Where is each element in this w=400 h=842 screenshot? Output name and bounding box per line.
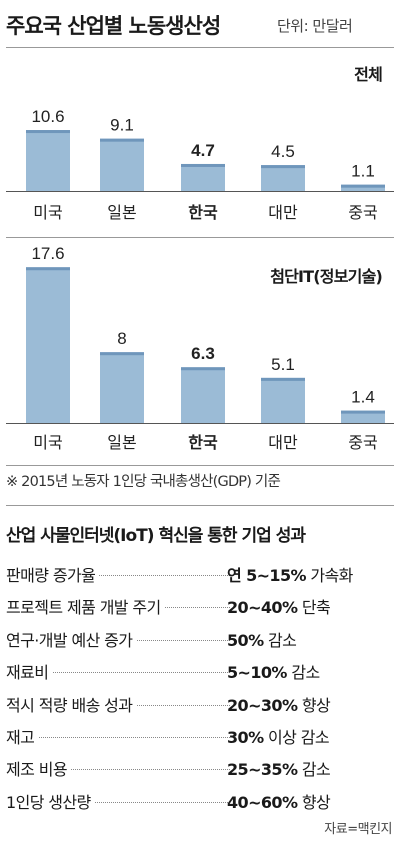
iot-row-label: 적시 적량 배송 성과 xyxy=(6,691,137,716)
value-label: 6.3 xyxy=(191,344,215,363)
bar-cap xyxy=(100,352,144,356)
category-label: 중국 xyxy=(348,433,377,452)
value-label: 1.1 xyxy=(351,162,375,181)
iot-row-value: 30% 이상 감소 xyxy=(227,728,330,747)
iot-row-value: 20~40% 단축 xyxy=(227,598,331,618)
dotted-leader xyxy=(6,737,230,738)
iot-row: 재고 30% 이상 감소 xyxy=(6,722,390,752)
iot-row-label: 재고 xyxy=(6,724,39,748)
bar-cap xyxy=(181,367,225,371)
iot-row: 판매량 증가율 연 5~15% 가속화 xyxy=(6,560,390,590)
iot-row: 적시 적량 배송 성과 20~30% 향상 xyxy=(6,690,390,720)
chart-title: 첨단IT(정보기술) xyxy=(270,267,382,286)
bar-일본 xyxy=(100,138,144,191)
bar-미국 xyxy=(26,130,70,191)
bar-cap xyxy=(341,410,385,414)
chart-high-tech-it: 첨단IT(정보기술) 17.6 미국 8 일본 6.3 한국 5.1 대만 1.4 중국 xyxy=(6,244,394,466)
bar-미국 xyxy=(26,267,70,423)
section-divider xyxy=(6,505,394,506)
bar-중국 xyxy=(341,184,385,191)
iot-row-value: 5~10% 감소 xyxy=(227,663,320,683)
dotted-leader xyxy=(6,801,230,803)
top-divider xyxy=(6,47,394,48)
iot-row-value: 40~60% 향상 xyxy=(227,792,331,812)
iot-row: 재료비 5~10% 감소 xyxy=(6,657,390,687)
dotted-leader xyxy=(6,575,230,576)
iot-row-value: 25~35% 감소 xyxy=(227,760,331,780)
iot-row-label: 연구·개발 예산 증가 xyxy=(6,626,137,651)
iot-row-label: 1인당 생산량 xyxy=(6,788,95,813)
value-label: 9.1 xyxy=(110,116,134,135)
category-label: 중국 xyxy=(348,203,377,222)
bar-중국 xyxy=(341,410,385,423)
iot-row-value: 20~30% 향상 xyxy=(227,695,331,715)
value-label: 4.5 xyxy=(271,142,295,161)
iot-row-value: 연 5~15% 가속화 xyxy=(227,566,353,585)
iot-section-title: 산업 사물인터넷(IoT) 혁신을 통한 기업 성과 xyxy=(6,526,306,546)
bar-cap xyxy=(26,130,70,134)
bar-한국 xyxy=(181,163,225,191)
category-label: 대만 xyxy=(268,433,298,452)
category-label: 미국 xyxy=(33,203,62,222)
iot-row: 제조 비용 25~35% 감소 xyxy=(6,754,390,784)
page-title: 주요국 산업별 노동생산성 xyxy=(6,14,221,38)
bar-cap xyxy=(181,163,225,167)
category-label: 일본 xyxy=(107,433,136,452)
value-label: 8 xyxy=(117,329,126,348)
category-label: 미국 xyxy=(33,433,62,452)
bar-한국 xyxy=(181,367,225,423)
dotted-leader xyxy=(6,769,230,771)
value-label: 10.6 xyxy=(31,107,64,126)
dotted-leader xyxy=(6,672,230,674)
value-label: 5.1 xyxy=(271,355,295,374)
iot-row-value: 50% 감소 xyxy=(227,630,297,650)
value-label: 17.6 xyxy=(31,244,64,263)
category-label: 일본 xyxy=(107,203,136,222)
iot-row: 연구·개발 예산 증가 50% 감소 xyxy=(6,625,390,655)
bar-대만 xyxy=(261,377,305,423)
header: 주요국 산업별 노동생산성 단위: 만달러 xyxy=(6,10,396,44)
category-label: 한국 xyxy=(188,203,218,222)
source-credit: 자료=맥킨지 xyxy=(324,822,392,837)
category-label: 대만 xyxy=(268,203,298,222)
category-label: 한국 xyxy=(188,433,218,452)
iot-row-label: 제조 비용 xyxy=(6,756,71,781)
chart-title: 전체 xyxy=(354,65,382,84)
iot-row-label: 프로젝트 제품 개발 주기 xyxy=(6,594,165,619)
value-label: 1.4 xyxy=(351,388,375,407)
bar-cap xyxy=(261,165,305,169)
bar-cap xyxy=(100,138,144,142)
bar-cap xyxy=(26,267,70,271)
chart-overall: 전체 10.6 미국 9.1 일본 4.7 한국 4.5 대만 1.1 중국 xyxy=(6,65,394,238)
unit-label: 단위: 만달러 xyxy=(277,17,353,35)
iot-row-label: 재료비 xyxy=(6,659,53,684)
iot-row: 프로젝트 제품 개발 주기 20~40% 단축 xyxy=(6,592,390,622)
bar-cap xyxy=(261,377,305,381)
bar-cap xyxy=(341,184,385,188)
iot-row-label: 판매량 증가율 xyxy=(6,562,100,586)
bar-대만 xyxy=(261,165,305,191)
value-label: 4.7 xyxy=(191,141,215,160)
iot-row: 1인당 생산량 40~60% 향상 xyxy=(6,787,390,817)
bar-일본 xyxy=(100,352,144,423)
footnote: ※ 2015년 노동자 1인당 국내총생산(GDP) 기준 xyxy=(6,474,281,490)
